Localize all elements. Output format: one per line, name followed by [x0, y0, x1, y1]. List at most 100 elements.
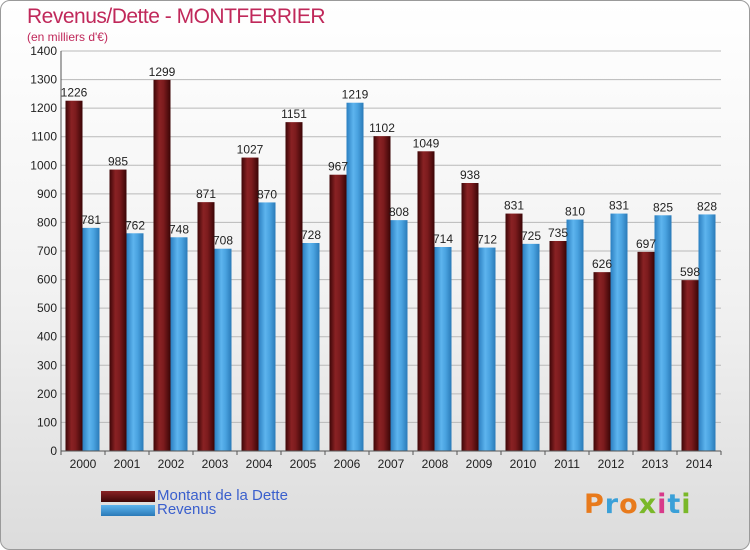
data-label: 967 — [328, 160, 348, 174]
bar-debt — [373, 136, 391, 451]
data-label: 697 — [636, 237, 656, 251]
data-label: 708 — [213, 234, 233, 248]
bar-debt — [329, 174, 347, 451]
label-layer: 1226 781 985 762 1299 748 871 708 1027 870 1151 728… — [61, 65, 718, 279]
data-label: 1299 — [149, 65, 176, 79]
y-tick-label: 1300 — [30, 73, 57, 87]
y-tick-label: 1400 — [30, 44, 57, 58]
y-tick-label: 1000 — [30, 158, 57, 172]
legend-item-debt: Montant de la Dette — [101, 488, 288, 504]
y-tick-label: 200 — [37, 387, 57, 401]
bar-revenue — [434, 247, 452, 451]
data-label: 985 — [108, 155, 128, 169]
x-tick-label: 2010 — [510, 457, 537, 471]
data-label: 1102 — [369, 121, 395, 135]
x-tick-label: 2002 — [158, 457, 185, 471]
y-tick-label: 100 — [37, 415, 57, 429]
logo-letter: i — [657, 489, 668, 520]
y-tick-label: 400 — [37, 330, 57, 344]
data-label: 714 — [433, 232, 453, 246]
data-label: 871 — [196, 187, 216, 201]
data-label: 831 — [504, 199, 524, 213]
data-label: 725 — [521, 229, 541, 243]
x-tick-label: 2011 — [554, 457, 580, 471]
y-tick-label: 1100 — [31, 130, 57, 144]
data-label: 828 — [697, 199, 717, 213]
bar-debt — [285, 122, 303, 452]
data-label: 762 — [125, 218, 145, 232]
logo-letter: o — [619, 489, 639, 520]
bar-debt — [65, 100, 83, 451]
data-label: 728 — [301, 228, 321, 242]
y-tick-label: 700 — [37, 244, 57, 258]
bar-revenue — [170, 237, 188, 451]
data-label: 1226 — [61, 86, 88, 100]
bar-debt — [241, 157, 259, 452]
logo-letter: i — [681, 489, 692, 520]
y-tick-label: 1200 — [30, 101, 57, 115]
bar-revenue — [346, 102, 364, 451]
x-tick-label: 2003 — [202, 457, 229, 471]
data-label: 626 — [592, 257, 612, 271]
bar-debt — [593, 272, 611, 451]
data-label: 1151 — [281, 107, 307, 121]
bar-debt — [109, 169, 127, 452]
data-label: 1027 — [237, 143, 264, 157]
bar-revenue — [610, 213, 628, 451]
bar-revenue — [302, 243, 320, 451]
bar-debt — [417, 151, 435, 452]
y-tick-label: 0 — [50, 444, 57, 458]
bar-debt — [637, 251, 655, 451]
bar-debt — [505, 213, 523, 451]
bar-revenue — [126, 233, 144, 451]
x-tick-label: 2012 — [598, 457, 625, 471]
logo-letter: t — [667, 489, 682, 520]
x-tick-label: 2007 — [378, 457, 405, 471]
bar-debt — [197, 202, 215, 451]
y-tick-label: 500 — [37, 301, 57, 315]
bar-revenue — [390, 220, 408, 451]
data-label: 810 — [565, 205, 585, 219]
legend-swatch-revenue — [101, 504, 155, 516]
legend-item-revenue: Revenus — [101, 502, 216, 518]
legend-swatch-debt — [101, 490, 155, 502]
proxiti-logo: Proxiti — [584, 489, 692, 520]
data-label: 1219 — [342, 88, 369, 102]
bar-revenue — [654, 215, 672, 451]
axis-layer: 0 100 200 300 400 500 600 700 800 900 1000 1100 1200… — [30, 44, 722, 471]
bar-revenue — [258, 202, 276, 451]
data-label: 735 — [548, 226, 568, 240]
x-tick-label: 2013 — [642, 457, 669, 471]
x-tick-label: 2008 — [422, 457, 449, 471]
legend-label-debt: Montant de la Dette — [157, 487, 288, 504]
x-tick-label: 2001 — [114, 457, 141, 471]
legend-label-revenue: Revenus — [157, 501, 217, 518]
bar-layer — [65, 79, 716, 452]
data-label: 870 — [257, 187, 277, 201]
data-label: 938 — [460, 168, 480, 182]
y-tick-label: 900 — [37, 187, 57, 201]
bar-debt — [461, 183, 479, 451]
y-tick-label: 300 — [37, 358, 57, 372]
data-label: 598 — [680, 265, 700, 279]
bar-revenue — [82, 227, 100, 451]
x-tick-label: 2004 — [246, 457, 273, 471]
data-label: 808 — [389, 205, 409, 219]
logo-letter: x — [638, 489, 658, 520]
x-tick-label: 2006 — [334, 457, 361, 471]
bar-debt — [549, 241, 567, 451]
data-label: 781 — [81, 213, 101, 227]
y-tick-label: 800 — [37, 215, 57, 229]
x-tick-label: 2009 — [466, 457, 493, 471]
x-tick-label: 2000 — [70, 457, 97, 471]
bar-revenue — [214, 248, 232, 451]
logo-letter: r — [604, 489, 620, 520]
bar-debt — [153, 79, 171, 451]
x-tick-label: 2014 — [686, 457, 713, 471]
data-label: 712 — [477, 233, 497, 247]
bar-debt — [681, 280, 699, 451]
x-tick-label: 2005 — [290, 457, 317, 471]
data-label: 825 — [653, 200, 673, 214]
